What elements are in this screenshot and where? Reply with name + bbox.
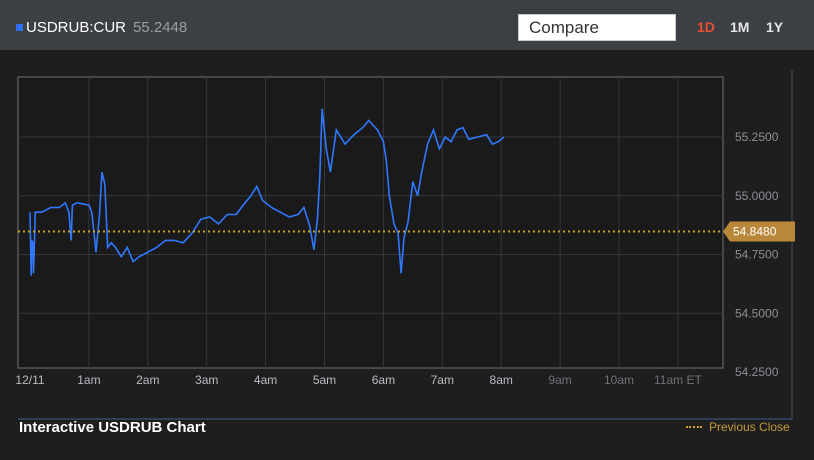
- y-tick-label: 54.7500: [735, 248, 779, 262]
- ticker-label: USDRUB:CUR 55.2448: [16, 19, 187, 36]
- chart-footer-title: Interactive USDRUB Chart: [19, 419, 206, 436]
- series-color-swatch: [16, 24, 23, 31]
- x-tick-label: 5am: [313, 373, 336, 387]
- series-line-usdrub: [29, 108, 505, 276]
- y-tick-label: 54.2500: [735, 365, 779, 379]
- compare-input[interactable]: Compare: [518, 14, 676, 41]
- x-tick-label: 9am: [548, 373, 571, 387]
- y-tick-label: 54.5000: [735, 306, 779, 320]
- previous-close-legend: Previous Close: [686, 420, 790, 434]
- x-tick-label: 12/11: [15, 373, 44, 387]
- grid-lines: [18, 77, 723, 368]
- x-tick-label: 6am: [372, 373, 395, 387]
- ticker-symbol: USDRUB:CUR: [26, 19, 127, 36]
- plot-area: [17, 76, 724, 369]
- range-1y-button[interactable]: 1Y: [766, 19, 784, 35]
- y-tick-label: 55.2500: [735, 130, 779, 144]
- y-axis-ticks: 55.2500 55.0000 54.7500 54.5000 54.2500: [735, 130, 779, 379]
- previous-close-legend-label: Previous Close: [709, 420, 790, 434]
- chart-header: USDRUB:CUR 55.2448 Compare 1D 1M 1Y: [0, 0, 814, 50]
- x-tick-label: 10am: [604, 373, 634, 387]
- x-tick-label: 11am ET: [654, 373, 702, 387]
- x-tick-label: 8am: [490, 373, 513, 387]
- x-tick-label: 2am: [136, 373, 159, 387]
- last-price: 55.2448: [133, 19, 188, 36]
- x-tick-label: 3am: [195, 373, 218, 387]
- previous-close-value: 54.8480: [733, 224, 777, 238]
- x-tick-label: 4am: [254, 373, 277, 387]
- x-axis-ticks: 12/11 1am 2am 3am 4am 5am 6am 7am 8am 9am 10am 11am…: [15, 373, 702, 387]
- range-1d-button[interactable]: 1D: [697, 19, 715, 35]
- usdrub-line-chart[interactable]: 12/11 1am 2am 3am 4am 5am 6am 7am 8am 9am 10am 11am…: [0, 50, 814, 420]
- previous-close-tag-bg: [723, 221, 795, 242]
- previous-close-tag: 54.8480: [723, 221, 795, 242]
- x-tick-label: 1am: [77, 373, 100, 387]
- previous-close-legend-swatch: [686, 426, 702, 428]
- y-tick-label: 55.0000: [735, 189, 779, 203]
- x-tick-label: 7am: [431, 373, 454, 387]
- range-1m-button[interactable]: 1M: [730, 19, 750, 35]
